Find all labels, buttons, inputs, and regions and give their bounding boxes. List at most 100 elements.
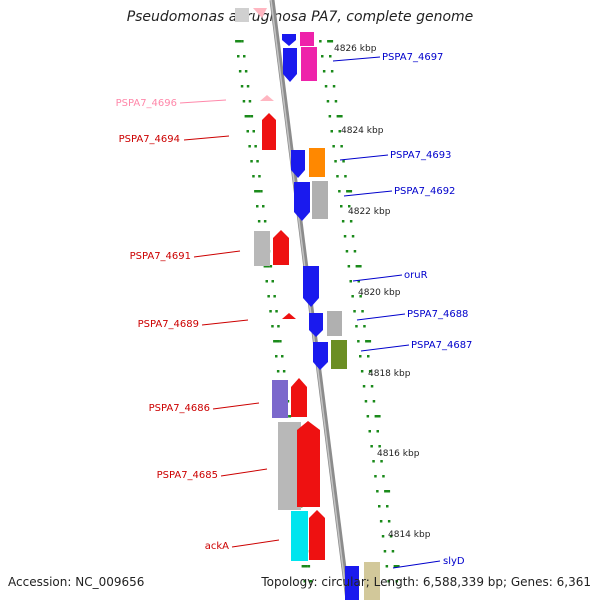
gene-forward-blue-3[interactable] (291, 150, 305, 178)
tick-mark (382, 475, 385, 478)
tick-mark (363, 325, 366, 328)
callout-line (392, 560, 441, 569)
tick-mark (269, 265, 273, 268)
tick-mark (332, 85, 336, 88)
tick-mark (254, 190, 261, 193)
tick-mark (276, 370, 280, 373)
gene-forward-blue-7[interactable] (345, 566, 359, 600)
tick-mark (344, 175, 347, 178)
gene-pspa7-4696[interactable] (260, 95, 274, 101)
gene-pspa7-4689[interactable] (282, 313, 296, 319)
forward-genes (282, 32, 380, 600)
tick-mark (240, 85, 244, 88)
callout-line (339, 154, 389, 161)
forward-gene-labels: PSPA7_4697 PSPA7_4693 PSPA7_4692 oruR PS… (332, 52, 472, 569)
label-pspa7-4686[interactable]: PSPA7_4686 (149, 403, 210, 414)
tick-mark (355, 325, 358, 328)
tick-mark (271, 325, 274, 328)
label-pspa7-4685[interactable]: PSPA7_4685 (157, 470, 218, 481)
gene-slyd[interactable] (364, 562, 380, 600)
gene-orur[interactable] (303, 266, 319, 307)
gene-forward-blue-2[interactable] (283, 48, 297, 82)
gene-pspa7-4685-grey[interactable] (278, 422, 301, 510)
label-orur[interactable]: oruR (404, 270, 428, 281)
tick-mark (376, 430, 379, 433)
tick-mark (329, 55, 332, 58)
gene-pspa7-4688[interactable] (327, 311, 342, 336)
tick-mark (275, 310, 278, 313)
tick-mark (353, 310, 356, 313)
gene-pspa7-4694[interactable] (262, 113, 276, 150)
label-pspa7-4688[interactable]: PSPA7_4688 (407, 309, 468, 320)
gene-pspa7-4692[interactable] (312, 181, 328, 219)
callout-line (231, 539, 280, 548)
accession-text: Accession: NC_009656 (8, 575, 145, 589)
gene-forward-blue-1[interactable] (282, 34, 296, 46)
scale-label-4822: 4822 kbp (348, 207, 391, 217)
gene-pspa7-4691[interactable] (273, 230, 289, 265)
scale-label-4816: 4816 kbp (377, 449, 420, 459)
gene-forward-blue-6[interactable] (313, 342, 328, 370)
tick-mark (340, 205, 343, 208)
tick-mark (365, 340, 372, 343)
tick-mark (380, 460, 383, 463)
tick-mark (351, 295, 354, 298)
gene-pspa7-4686-purple[interactable] (272, 380, 288, 418)
gene-pspa7-4697-b[interactable] (301, 47, 317, 81)
callout-line (201, 319, 249, 326)
gene-forward-blue-4[interactable] (294, 182, 310, 221)
tick-mark (370, 445, 373, 448)
label-pspa7-4697[interactable]: PSPA7_4697 (382, 52, 443, 63)
tick-mark (256, 205, 259, 208)
tick-mark (330, 70, 334, 73)
gene-pspa7-4686[interactable] (291, 378, 307, 417)
gene-acka[interactable] (291, 511, 308, 561)
tick-mark (252, 175, 255, 178)
callout-line (220, 468, 268, 477)
tick-mark (367, 355, 370, 358)
tick-mark (263, 265, 270, 268)
scale-label-4814: 4814 kbp (388, 530, 431, 540)
label-pspa7-4691[interactable]: PSPA7_4691 (130, 251, 191, 262)
tick-mark (281, 355, 284, 358)
gene-pspa7-4685[interactable] (297, 421, 320, 507)
tick-mark (238, 70, 242, 73)
tick-mark (378, 445, 381, 448)
label-acka[interactable]: ackA (205, 541, 229, 552)
tick-mark (250, 160, 253, 163)
tick-mark (370, 385, 374, 388)
gene-partial-top-2[interactable] (253, 8, 267, 18)
tick-mark (379, 520, 383, 523)
tick-mark (389, 535, 393, 538)
label-pspa7-4692[interactable]: PSPA7_4692 (394, 186, 455, 197)
tick-mark (307, 565, 311, 568)
gene-pspa7-4687[interactable] (331, 340, 347, 369)
tick-mark (381, 535, 385, 538)
callout-line (332, 56, 381, 62)
gene-pspa7-4691-grey[interactable] (254, 231, 270, 266)
tick-mark (265, 280, 268, 283)
label-pspa7-4693[interactable]: PSPA7_4693 (390, 150, 451, 161)
label-pspa7-4694[interactable]: PSPA7_4694 (119, 134, 180, 145)
tick-mark (244, 115, 251, 118)
tick-mark (387, 580, 390, 583)
label-slyd[interactable]: slyD (443, 556, 465, 567)
label-pspa7-4689[interactable]: PSPA7_4689 (138, 319, 199, 330)
label-pspa7-4687[interactable]: PSPA7_4687 (411, 340, 472, 351)
gene-partial-top-1[interactable] (235, 8, 249, 22)
tick-mark (273, 295, 276, 298)
tick-mark (269, 310, 272, 313)
callout-line (212, 402, 260, 410)
callout-line (179, 99, 227, 104)
gene-pspa7-4697-a[interactable] (300, 32, 314, 46)
scale-label-4826: 4826 kbp (334, 44, 377, 54)
tick-mark (260, 190, 263, 193)
gene-forward-blue-5[interactable] (309, 313, 323, 337)
tick-mark (319, 40, 322, 43)
gene-acka-red[interactable] (309, 510, 325, 560)
label-pspa7-4696[interactable]: PSPA7_4696 (116, 98, 177, 109)
gene-pspa7-4693[interactable] (309, 148, 325, 177)
tick-mark (346, 190, 353, 193)
tick-mark (378, 505, 381, 508)
